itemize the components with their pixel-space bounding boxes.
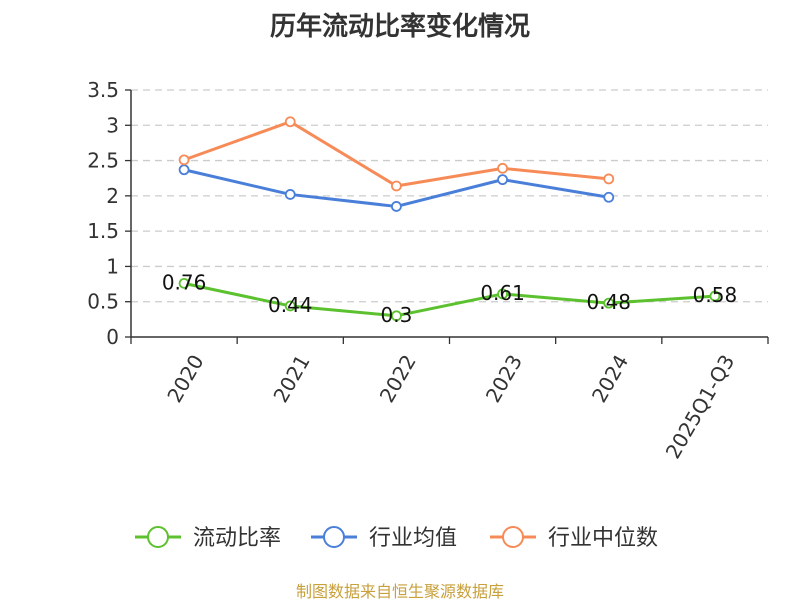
- chart-title: 历年流动比率变化情况: [269, 12, 530, 42]
- y-tick-label: 2.5: [87, 149, 119, 173]
- data-point: [391, 201, 402, 212]
- data-label: 0.76: [162, 270, 207, 294]
- y-tick-label: 3.5: [87, 78, 119, 102]
- legend-marker: [502, 526, 524, 548]
- y-tick-label: 1: [106, 254, 119, 278]
- legend-label: 行业均值: [369, 526, 457, 551]
- y-tick-label: 0: [106, 325, 119, 349]
- y-tick-label: 3: [106, 113, 119, 137]
- data-label: 0.61: [480, 281, 525, 305]
- x-tick-label: 2021: [268, 351, 314, 407]
- legend-marker: [323, 526, 345, 548]
- data-labels: 0.76 0.44 0.3 0.61 0.48 0.58: [162, 270, 737, 326]
- data-point: [497, 174, 508, 186]
- series-line: [183, 281, 716, 318]
- data-point: [497, 288, 508, 300]
- data-point: [709, 290, 721, 302]
- data-point: [391, 310, 402, 322]
- data-point: [603, 297, 615, 309]
- data-point: [284, 300, 296, 312]
- data-label: 0.3: [381, 303, 413, 327]
- data-point: [284, 116, 296, 128]
- data-point: [284, 189, 296, 200]
- y-tick-label: 1.5: [87, 219, 119, 243]
- data-label: 0.44: [268, 293, 313, 317]
- x-tick-label: 2020: [162, 351, 208, 407]
- legend: 流动比率 行业均值 行业中位数: [135, 526, 658, 551]
- source-note: 制图数据来自恒生聚源数据库: [295, 582, 504, 601]
- x-tick-label: 2025Q1-Q3: [661, 351, 740, 463]
- data-point: [603, 191, 615, 203]
- series-lines: [178, 116, 721, 322]
- data-point: [391, 180, 402, 192]
- grid-lines: [131, 89, 768, 303]
- x-tick-label: 2022: [375, 351, 421, 407]
- x-tick-label: 2024: [587, 351, 633, 407]
- data-label: 0.48: [586, 290, 631, 314]
- legend-label: 行业中位数: [548, 526, 658, 551]
- data-point: [178, 277, 190, 289]
- data-point: [178, 154, 190, 166]
- data-point: [603, 173, 615, 185]
- legend-label: 流动比率: [193, 526, 281, 551]
- y-tick-label: 2: [106, 184, 119, 208]
- x-tick-label: 2023: [481, 351, 527, 407]
- data-point: [178, 164, 190, 176]
- data-point: [497, 162, 508, 174]
- data-label: 0.58: [693, 283, 738, 307]
- y-tick-label: 0.5: [87, 290, 119, 314]
- legend-marker: [147, 526, 169, 548]
- series-line: [183, 120, 609, 188]
